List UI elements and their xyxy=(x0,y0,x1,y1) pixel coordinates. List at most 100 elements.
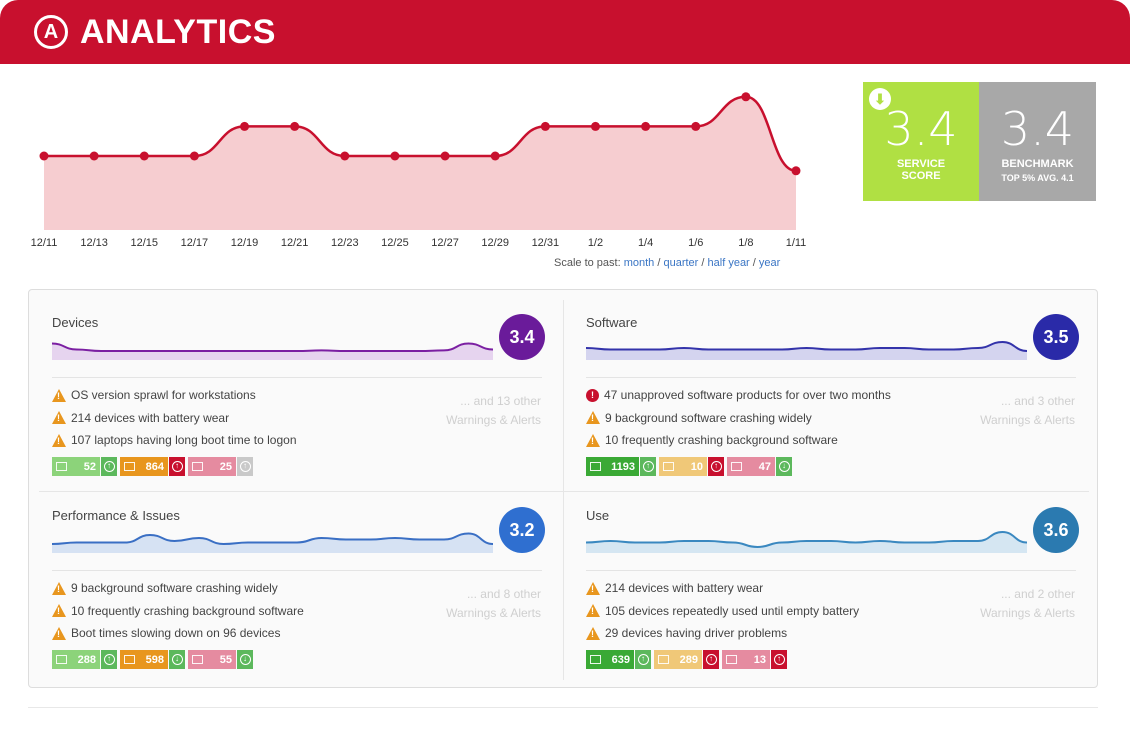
alert-item[interactable]: 10 frequently crashing background softwa… xyxy=(52,600,304,623)
metric-badge[interactable]: 289 ↑ xyxy=(654,650,719,669)
scale-option-half-year[interactable]: half year xyxy=(707,257,750,269)
warning-icon xyxy=(586,411,600,425)
service-score-card[interactable]: ⬇ 3.4 SERVICE SCORE xyxy=(863,82,979,201)
trend-arrow-down-icon: ↓ xyxy=(237,650,253,669)
metric-badge[interactable]: 47 ↓ xyxy=(727,457,792,476)
category-performance[interactable]: Performance & Issues 3.2 9 background soft… xyxy=(29,483,564,683)
x-tick-label: 1/11 xyxy=(786,237,807,249)
metric-badge[interactable]: 55 ↓ xyxy=(188,650,253,669)
metric-value: 52 xyxy=(83,460,96,473)
trend-point[interactable] xyxy=(691,121,701,131)
alert-item[interactable]: 29 devices having driver problems xyxy=(586,622,859,645)
alert-item[interactable]: 214 devices with battery wear xyxy=(52,407,297,430)
trend-point[interactable] xyxy=(139,151,149,161)
metric-badge[interactable]: 10 ↑ xyxy=(659,457,724,476)
warning-icon xyxy=(52,604,66,618)
trend-point[interactable] xyxy=(590,121,600,131)
trend-point[interactable] xyxy=(490,151,500,161)
scale-option-quarter[interactable]: quarter xyxy=(663,257,699,269)
metric-value: 598 xyxy=(145,653,164,666)
trend-point[interactable] xyxy=(791,166,801,176)
alert-list: OS version sprawl for workstations 214 de… xyxy=(52,384,297,452)
alert-text: 9 background software crashing widely xyxy=(71,581,278,596)
metric-badge[interactable]: 864 ↑ xyxy=(120,457,185,476)
trend-point[interactable] xyxy=(340,151,350,161)
divider xyxy=(52,570,542,571)
metric-badge[interactable]: 1193 ↑ xyxy=(586,457,656,476)
benchmark-subtitle: TOP 5% AVG. 4.1 xyxy=(1001,173,1074,183)
scale-separator: / xyxy=(657,257,661,269)
category-sparkline xyxy=(52,532,493,553)
warning-icon xyxy=(52,581,66,595)
alert-text: 9 background software crashing widely xyxy=(605,410,812,425)
metric-value: 1193 xyxy=(611,460,635,473)
scale-label: Scale to past: xyxy=(554,257,621,269)
alert-item[interactable]: OS version sprawl for workstations xyxy=(52,384,297,407)
divider xyxy=(39,491,1089,492)
trend-arrow-up-icon: ↑ xyxy=(101,650,117,669)
divider xyxy=(52,377,542,378)
service-score-label: SERVICE SCORE xyxy=(896,158,946,182)
more-alerts-link[interactable]: ... and 3 other Warnings & Alerts xyxy=(980,394,1075,427)
alert-item[interactable]: Boot times slowing down on 96 devices xyxy=(52,622,304,645)
alert-item[interactable]: 10 frequently crashing background softwa… xyxy=(586,429,891,452)
metric-badge[interactable]: 13 ↑ xyxy=(722,650,787,669)
metric-badge[interactable]: 639 ↑ xyxy=(586,650,651,669)
alert-item[interactable]: 214 devices with battery wear xyxy=(586,577,859,600)
category-use[interactable]: Use 3.6 214 devices with battery wear 105 d… xyxy=(563,483,1098,683)
metric-badge[interactable]: 288 ↑ xyxy=(52,650,117,669)
trend-arrow-up-icon: ↑ xyxy=(101,457,117,476)
more-alerts-link[interactable]: ... and 8 other Warnings & Alerts xyxy=(446,587,541,620)
more-alerts-link[interactable]: ... and 2 other Warnings & Alerts xyxy=(980,587,1075,620)
warning-icon xyxy=(586,626,600,640)
category-title: Use xyxy=(586,508,610,523)
alert-item[interactable]: ! 47 unapproved software products for ove… xyxy=(586,384,891,407)
metric-value: 13 xyxy=(753,653,766,666)
alert-text: 107 laptops having long boot time to log… xyxy=(71,433,297,448)
x-tick-label: 12/29 xyxy=(481,237,509,249)
warning-icon xyxy=(586,604,600,618)
sparkline-area xyxy=(586,342,1027,360)
x-tick-label: 12/17 xyxy=(181,237,209,249)
monitor-icon xyxy=(663,462,674,471)
scale-option-year[interactable]: year xyxy=(758,257,781,269)
metric-value: 55 xyxy=(219,653,232,666)
divider xyxy=(586,570,1076,571)
alert-list: ! 47 unapproved software products for ove… xyxy=(586,384,891,452)
category-software[interactable]: Software 3.5! 47 unapproved software produ… xyxy=(563,290,1098,490)
metric-value: 25 xyxy=(219,460,232,473)
service-score-trend-chart: 12/11 12/13 12/15 12/17 12/19 12/21 12/23 12/25… xyxy=(31,92,807,249)
trend-point[interactable] xyxy=(440,151,450,161)
warning-icon xyxy=(586,581,600,595)
trend-point[interactable] xyxy=(290,121,300,131)
error-icon: ! xyxy=(586,388,599,402)
trend-point[interactable] xyxy=(39,151,49,161)
x-tick-label: 12/15 xyxy=(131,237,159,249)
metric-badge[interactable]: 598 ↓ xyxy=(120,650,185,669)
trend-point[interactable] xyxy=(540,121,550,131)
metric-value: 47 xyxy=(758,460,771,473)
warning-icon xyxy=(52,626,66,640)
monitor-icon xyxy=(56,462,67,471)
alert-item[interactable]: 9 background software crashing widely xyxy=(586,407,891,430)
alert-list: 9 background software crashing widely 10 … xyxy=(52,577,304,645)
trend-point[interactable] xyxy=(189,151,199,161)
metric-value: 289 xyxy=(679,653,698,666)
trend-point[interactable] xyxy=(741,92,751,102)
alert-item[interactable]: 105 devices repeatedly used until empty … xyxy=(586,600,859,623)
sparkline-line xyxy=(586,530,1027,549)
category-sparkline xyxy=(586,530,1027,553)
metric-badge[interactable]: 25 ↑ xyxy=(188,457,253,476)
benchmark-card[interactable]: 3.4 BENCHMARK TOP 5% AVG. 4.1 xyxy=(979,82,1096,201)
trend-point[interactable] xyxy=(641,121,651,131)
trend-point[interactable] xyxy=(240,121,250,131)
alert-item[interactable]: 9 background software crashing widely xyxy=(52,577,304,600)
metric-badge[interactable]: 52 ↑ xyxy=(52,457,117,476)
category-devices[interactable]: Devices 3.4 OS version sprawl for workstat… xyxy=(29,290,564,490)
alert-item[interactable]: 107 laptops having long boot time to log… xyxy=(52,429,297,452)
scale-option-month[interactable]: month xyxy=(623,257,655,269)
trend-point[interactable] xyxy=(390,151,400,161)
trend-point[interactable] xyxy=(89,151,99,161)
more-alerts-link[interactable]: ... and 13 other Warnings & Alerts xyxy=(446,394,541,427)
